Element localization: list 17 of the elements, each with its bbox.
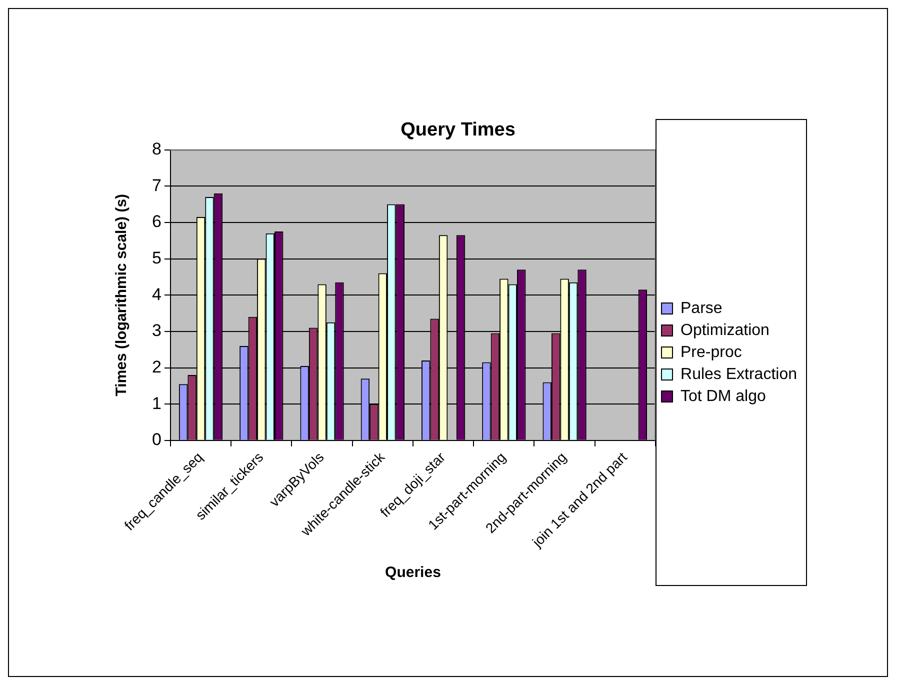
y-tick-label: 0 [152,430,162,450]
y-tick-label: 3 [152,321,162,340]
legend-label: Optimization [680,322,770,339]
legend-label: Tot DM algo [680,388,766,405]
x-axis-title: Queries [385,564,441,582]
legend-label: Pre-proc [680,344,742,361]
y-tick-label: 8 [152,139,162,158]
y-axis-title: Times (logarithmic scale) (s) [113,194,130,396]
y-tick-label: 5 [152,248,162,268]
chart-title: Query Times [400,120,516,141]
legend-label: Rules Extraction [680,366,798,383]
y-tick-label: 7 [152,176,162,195]
y-tick-label: 4 [152,284,162,304]
y-tick-label: 1 [152,394,162,413]
y-tick-label: 2 [152,357,162,376]
y-tick-label: 6 [152,212,162,232]
legend-label: Parse [680,300,722,317]
